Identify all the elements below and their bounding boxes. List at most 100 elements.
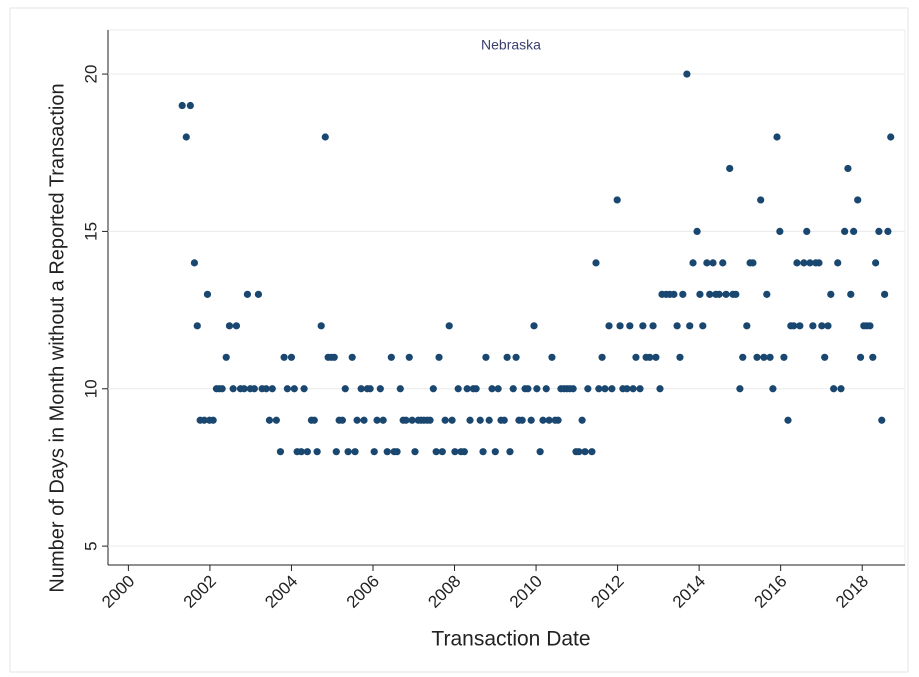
point (866, 322, 874, 330)
point (310, 416, 318, 424)
point (821, 353, 829, 361)
y-tick-label: 15 (81, 222, 100, 241)
point (182, 133, 190, 141)
point (796, 322, 804, 330)
point (485, 416, 493, 424)
point (178, 101, 186, 110)
point (405, 353, 413, 361)
point (578, 416, 586, 424)
point (760, 353, 768, 361)
point (575, 448, 583, 456)
point (581, 448, 589, 456)
point (488, 385, 496, 393)
point (608, 385, 616, 393)
point (506, 448, 514, 456)
point (656, 385, 664, 393)
point (763, 290, 771, 298)
point (262, 385, 270, 393)
point (379, 416, 387, 424)
point (338, 416, 347, 424)
point (341, 385, 349, 393)
point (827, 290, 835, 298)
point (809, 322, 817, 330)
point (222, 353, 230, 361)
point (598, 353, 606, 361)
point (806, 259, 814, 267)
point (360, 416, 368, 424)
point (769, 385, 777, 393)
point (673, 322, 681, 330)
point (321, 133, 329, 141)
point (268, 385, 276, 393)
point (512, 353, 520, 361)
point (383, 448, 391, 456)
point (429, 385, 437, 393)
point (592, 259, 600, 267)
point (396, 385, 404, 393)
point (402, 416, 410, 424)
point (463, 385, 471, 393)
point (353, 416, 361, 424)
point (203, 290, 212, 298)
point (646, 353, 654, 361)
point (376, 385, 384, 393)
point (632, 353, 640, 361)
point (351, 448, 359, 456)
point (837, 385, 845, 393)
point (670, 290, 678, 298)
point (706, 290, 714, 298)
point (527, 416, 535, 424)
point (884, 227, 892, 236)
point (536, 448, 544, 456)
point (317, 322, 325, 330)
point (626, 322, 634, 330)
point (652, 353, 660, 361)
point (272, 416, 280, 424)
point (854, 196, 862, 204)
point (287, 353, 296, 361)
point (790, 322, 798, 330)
point (847, 290, 855, 298)
point (830, 385, 838, 393)
point (254, 290, 263, 298)
point (753, 353, 761, 361)
point (330, 353, 338, 361)
point (722, 290, 730, 298)
point (479, 448, 487, 456)
point (348, 353, 356, 361)
point (232, 322, 241, 330)
point (533, 385, 541, 393)
point (824, 322, 832, 330)
point (297, 448, 305, 456)
point (699, 322, 707, 330)
point (878, 416, 886, 424)
y-tick-label: 10 (81, 379, 100, 398)
y-tick-label: 20 (81, 65, 100, 84)
y-tick-label: 5 (81, 541, 100, 550)
point (518, 416, 526, 424)
point (435, 353, 443, 361)
point (613, 196, 621, 204)
point (225, 322, 234, 330)
point (530, 322, 538, 330)
point (466, 416, 474, 424)
point (441, 416, 449, 424)
point (588, 448, 596, 456)
point (726, 164, 734, 173)
point (696, 290, 704, 298)
point (509, 385, 517, 393)
point (503, 353, 511, 361)
point (683, 70, 691, 78)
point (850, 227, 858, 236)
point (793, 259, 801, 267)
point (554, 416, 562, 424)
point (595, 385, 603, 393)
point (243, 290, 252, 298)
point (686, 322, 694, 330)
point (190, 259, 199, 267)
point (800, 259, 808, 267)
point (679, 290, 687, 298)
point (545, 416, 553, 424)
point (739, 353, 747, 361)
point (445, 322, 453, 330)
